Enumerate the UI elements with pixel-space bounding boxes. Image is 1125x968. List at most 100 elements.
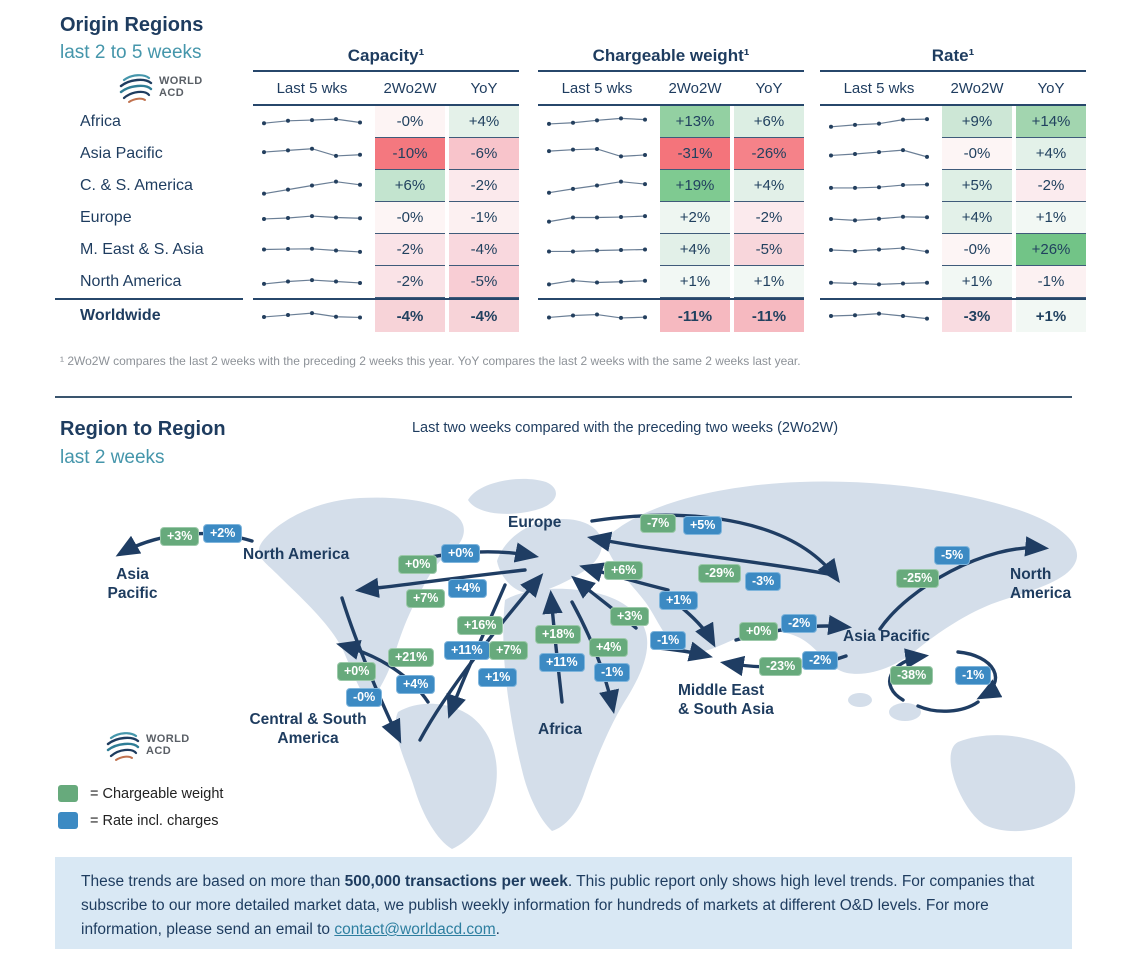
metric-cell-2wo2w: +1% <box>942 266 1012 298</box>
metric-cell-2wo2w: +9% <box>942 106 1012 138</box>
sparkline-chart <box>829 280 929 287</box>
map-region-label: North America <box>243 546 350 563</box>
table-row: +19% +4% <box>538 170 804 202</box>
flow-badge-chargeable-weight: +16% <box>457 616 504 635</box>
flow-badge-chargeable-weight: -29% <box>698 564 742 583</box>
flow-badge-chargeable-weight: +21% <box>388 648 435 667</box>
table-row: +1% -1% <box>820 266 1086 298</box>
col-header-2wo2w: 2Wo2W <box>668 79 722 97</box>
sparkline-chart <box>829 182 929 190</box>
sparkline-chart <box>262 278 362 286</box>
spark-cell <box>253 106 371 138</box>
sparkline-chart <box>262 214 362 221</box>
metric-cell-yoy: -6% <box>449 138 519 170</box>
map-region-label: Middle East & South Asia <box>678 682 774 719</box>
metric-cell-yoy: +14% <box>1016 106 1086 138</box>
spark-cell <box>820 234 938 266</box>
metric-cell-yoy: +4% <box>734 170 804 202</box>
table-row: -4% -4% <box>253 300 519 332</box>
spark-cell <box>820 106 938 138</box>
metric-cell-2wo2w: +19% <box>660 170 730 202</box>
legend-label: = Rate incl. charges <box>90 812 219 829</box>
spark-cell <box>538 266 656 298</box>
flow-badge-rate: -5% <box>934 546 971 565</box>
group-title-chargeable-weight: Chargeable weight¹ <box>538 46 804 72</box>
flow-badge-rate: -2% <box>802 651 839 670</box>
table-footnote: ¹ 2Wo2W compares the last 2 weeks with t… <box>60 354 801 368</box>
flow-badge-chargeable-weight: +4% <box>589 638 629 657</box>
map-region-label: Asia Pacific <box>843 628 931 645</box>
map-subtitle: last 2 weeks <box>60 447 165 468</box>
metric-cell-2wo2w: +4% <box>942 202 1012 234</box>
flow-badge-chargeable-weight: +0% <box>398 555 438 574</box>
flow-badge-chargeable-weight: +0% <box>739 622 779 641</box>
flow-badge-chargeable-weight: +3% <box>610 607 650 626</box>
page-title: Origin Regions <box>60 14 204 36</box>
sparkline-chart <box>547 214 647 224</box>
flow-badge-rate: +4% <box>448 579 488 598</box>
metric-cell-yoy: -11% <box>734 300 804 332</box>
flow-badge-rate: -1% <box>594 663 631 682</box>
brand-line1: WORLD <box>146 733 190 746</box>
col-header-2wo2w: 2Wo2W <box>383 79 437 97</box>
worldwide-divider <box>253 298 519 300</box>
row-label: North America <box>80 273 182 290</box>
spark-cell <box>253 300 371 332</box>
metric-cell-yoy: -1% <box>449 202 519 234</box>
metric-cell-yoy: +4% <box>1016 138 1086 170</box>
metric-cell-2wo2w: -2% <box>375 234 445 266</box>
legend-chargeable-weight: = Chargeable weight <box>58 785 223 802</box>
group-title-rate: Rate¹ <box>820 46 1086 72</box>
flow-badge-rate: +4% <box>396 675 436 694</box>
sparkline-chart <box>547 179 647 195</box>
footer-text: These trends are based on more than <box>81 873 345 890</box>
table-row: +9% +14% <box>820 106 1086 138</box>
sparkline-chart <box>262 179 362 196</box>
worldacd-globe-icon <box>106 732 140 761</box>
metric-cell-yoy: -2% <box>1016 170 1086 202</box>
metric-cell-yoy: -5% <box>449 266 519 298</box>
table-row: +13% +6% <box>538 106 804 138</box>
metric-cell-yoy: -26% <box>734 138 804 170</box>
metric-cell-yoy: -1% <box>1016 266 1086 298</box>
metric-cell-yoy: -4% <box>449 300 519 332</box>
contact-email-link[interactable]: contact@worldacd.com <box>334 921 496 939</box>
row-label: C. & S. America <box>80 177 193 194</box>
flow-badge-chargeable-weight: +7% <box>406 589 446 608</box>
row-label: M. East & S. Asia <box>80 241 204 258</box>
metric-cell-2wo2w: -0% <box>942 138 1012 170</box>
spark-cell <box>538 138 656 170</box>
green-swatch-icon <box>58 785 78 802</box>
flow-badge-chargeable-weight: -23% <box>759 657 803 676</box>
spark-cell <box>820 202 938 234</box>
brand-line2: ACD <box>159 87 185 99</box>
worldwide-divider <box>538 298 804 300</box>
flow-badge-rate: -1% <box>650 631 687 650</box>
row-label: Worldwide <box>80 307 161 324</box>
metric-cell-2wo2w: +5% <box>942 170 1012 202</box>
spark-cell <box>253 202 371 234</box>
flow-badge-rate: +11% <box>539 653 585 672</box>
section-divider <box>55 396 1072 398</box>
flow-badge-rate: +11% <box>444 641 490 660</box>
spark-cell <box>820 266 938 298</box>
metric-cell-yoy: +6% <box>734 106 804 138</box>
map-title: Region to Region <box>60 418 226 440</box>
sparkline-chart <box>547 116 647 126</box>
metric-cell-yoy: +1% <box>734 266 804 298</box>
map-caption: Last two weeks compared with the precedi… <box>411 420 839 436</box>
table-row: +2% -2% <box>538 202 804 234</box>
table-row: +1% +1% <box>538 266 804 298</box>
metric-cell-2wo2w: -10% <box>375 138 445 170</box>
map-legend: = Chargeable weight = Rate incl. charges <box>58 785 223 839</box>
spark-cell <box>538 202 656 234</box>
metric-group-capacity: Capacity¹ Last 5 wks 2Wo2W YoY -0% +4% -10… <box>253 46 519 332</box>
map-region-label: Africa <box>538 721 582 738</box>
sparkline-chart <box>262 146 362 158</box>
metric-cell-2wo2w: -0% <box>375 202 445 234</box>
flow-badge-chargeable-weight: +3% <box>160 527 200 546</box>
table-row: +4% -5% <box>538 234 804 266</box>
metric-group-rate: Rate¹ Last 5 wks 2Wo2W YoY +9% +14% -0% +4%… <box>820 46 1086 332</box>
spark-cell <box>538 234 656 266</box>
